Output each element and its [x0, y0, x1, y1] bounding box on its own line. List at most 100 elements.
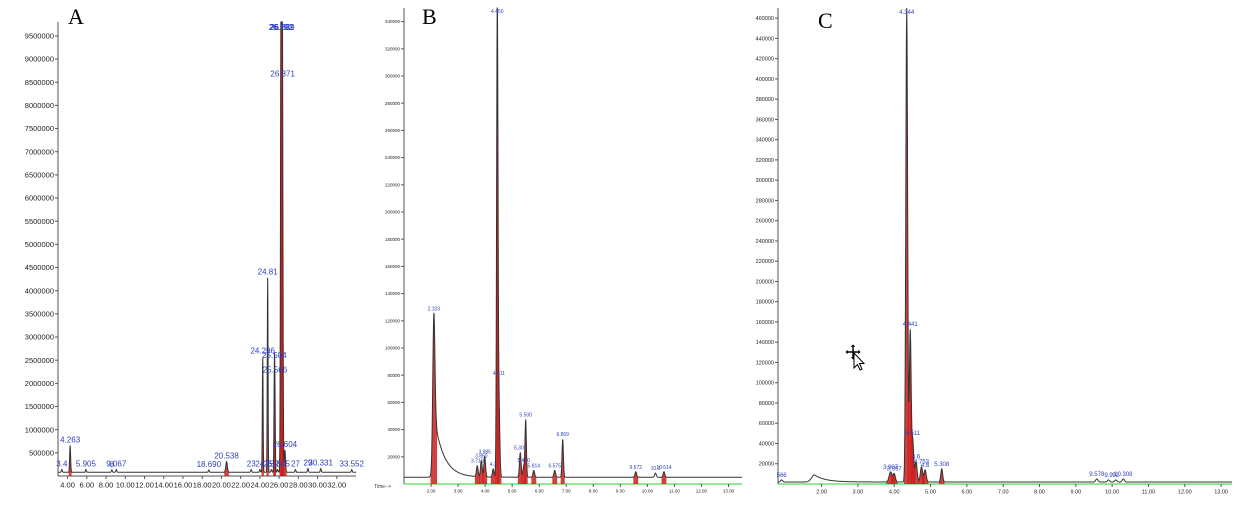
x-tick-label: 24.00 — [250, 481, 269, 490]
peak-label: 20.538 — [214, 452, 239, 461]
y-tick-label: 9500000 — [25, 32, 54, 41]
peak-label: 9.578 — [1089, 472, 1105, 478]
y-tick-label: 5500000 — [25, 217, 54, 226]
x-tick-label: 4.00 — [889, 490, 900, 496]
x-tick-label: 22.00 — [231, 481, 250, 490]
peak-label: 3.4 — [56, 460, 68, 469]
y-tick-label: 340000 — [756, 138, 774, 144]
panel-label-b: B — [422, 4, 437, 29]
x-tick-label: 10.00 — [1105, 490, 1119, 496]
y-tick-label: 40000 — [759, 441, 774, 447]
x-tick-label: 11.00 — [1142, 490, 1155, 496]
y-tick-label: 120000 — [385, 318, 401, 323]
y-tick-label: 120000 — [756, 360, 774, 366]
y-tick-label: 360000 — [756, 117, 774, 123]
x-tick-label: 13.00 — [1214, 490, 1228, 496]
y-tick-label: 460000 — [756, 16, 774, 22]
peak-label: 5.814 — [528, 463, 541, 469]
x-tick-label: 2.00 — [816, 490, 827, 496]
peak-label: 25.566 — [263, 366, 288, 375]
y-tick-label: 4000000 — [25, 286, 54, 295]
y-tick-label: 220000 — [756, 259, 774, 265]
peak-label: 23 — [247, 460, 256, 469]
y-tick-label: 7500000 — [25, 124, 54, 133]
y-tick-label: 220000 — [385, 182, 401, 187]
peak-label: 3.997 — [887, 466, 903, 472]
x-tick-label: 11.00 — [669, 489, 680, 494]
peak-label: 25.845 — [265, 460, 290, 469]
y-tick-label: 6500000 — [25, 171, 54, 180]
peak-label: 4.263 — [60, 435, 81, 444]
x-tick-label: 13.00 — [723, 489, 735, 494]
peak-label: 3.907 — [883, 465, 899, 471]
peak-label: 9.572 — [630, 465, 643, 471]
peak-label: 6.869 — [556, 432, 569, 438]
x-tick-label: 8.00 — [1034, 490, 1045, 496]
x-tick-label: 12.00 — [1178, 490, 1192, 496]
y-tick-label: 140000 — [756, 340, 774, 346]
peak-label: 25.504 — [262, 351, 287, 360]
peak-area — [521, 419, 527, 484]
peak-area — [633, 471, 639, 484]
y-tick-label: 2000000 — [25, 379, 54, 388]
x-tick-label: 32.00 — [327, 481, 346, 490]
peak-label: 5.308 — [934, 462, 950, 468]
y-tick-label: 180000 — [385, 237, 401, 242]
y-tick-label: 6000000 — [25, 194, 54, 203]
peak-label: 5.430 — [518, 458, 531, 464]
y-tick-label: 300000 — [756, 178, 774, 184]
peak-area — [474, 465, 480, 484]
x-axis-title: Time--> — [374, 484, 391, 490]
y-tick-label: 260000 — [756, 219, 774, 225]
peak-label: 4.6 — [912, 455, 921, 461]
chromatogram-panel-a: A 500000 1000000 1500000 2000000 2500000 3000… — [0, 0, 365, 506]
peak-label: 8 — [110, 460, 115, 469]
x-tick-label: 10.00 — [642, 489, 654, 494]
peak-label: 4.450 — [491, 9, 504, 15]
y-tick-label: 4500000 — [25, 263, 54, 272]
y-tick-label: 80000 — [759, 401, 774, 407]
x-tick-label: 9.00 — [616, 489, 625, 494]
y-tick-label: 7000000 — [25, 147, 54, 156]
peak-area — [661, 471, 667, 484]
y-tick-label: 60000 — [759, 421, 774, 427]
peak-label: 6.575 — [548, 463, 561, 469]
y-tick-label: 9000000 — [25, 55, 54, 64]
x-tick-label: 14.00 — [154, 481, 173, 490]
peak-label: 92 — [1112, 473, 1119, 479]
y-tick-label: 240000 — [385, 155, 401, 160]
x-tick-label: 18.00 — [193, 481, 212, 490]
y-tick-label: 240000 — [756, 239, 774, 245]
peak-label: 5.905 — [76, 460, 97, 469]
peak-label: 4.511 — [905, 431, 920, 437]
chromatogram-panel-c: C 20000 40000 60000 80000 100000 120000 140000… — [748, 0, 1243, 506]
peak-label: 3.710 — [471, 459, 484, 465]
y-tick-label: 1000000 — [25, 425, 54, 434]
peak-label: 26.604 — [273, 440, 298, 449]
peak-label: 24.296 — [250, 346, 275, 355]
y-tick-label: 280000 — [756, 198, 774, 204]
peak-area — [531, 470, 537, 484]
x-tick-label: 9.00 — [1070, 490, 1081, 496]
move-cursor-icon — [844, 343, 866, 371]
chromatogram-c-svg: 20000 40000 60000 80000 100000 120000 140000 16… — [756, 7, 1232, 496]
y-tick-label: 20000 — [759, 462, 774, 468]
y-tick-label: 140000 — [385, 291, 401, 296]
peak-label: 9.067 — [106, 460, 127, 469]
chromatogram-a-svg: 500000 1000000 1500000 2000000 2500000 300000… — [25, 21, 364, 490]
y-tick-label: 3000000 — [25, 333, 54, 342]
y-tick-label: 320000 — [756, 158, 774, 164]
peak-label: 566 — [777, 473, 788, 479]
y-tick-label: 100000 — [385, 346, 401, 351]
y-tick-label: 340000 — [385, 19, 401, 24]
y-tick-label: 440000 — [756, 36, 774, 42]
peak-area — [912, 437, 920, 484]
x-tick-label: 3.00 — [454, 489, 463, 494]
peak-label: 4.344 — [899, 10, 915, 16]
peak-label: 25.2 — [264, 460, 280, 469]
peak-label: 27 — [291, 460, 300, 469]
x-tick-label: 30.00 — [308, 481, 327, 490]
y-tick-label: 100000 — [756, 381, 774, 387]
peak-area — [890, 472, 898, 484]
y-tick-label: 8000000 — [25, 101, 54, 110]
